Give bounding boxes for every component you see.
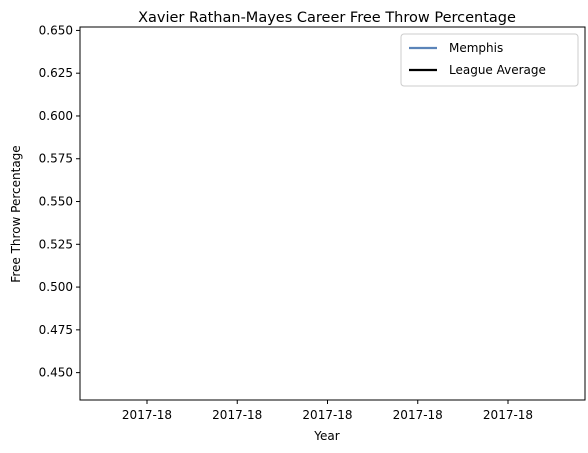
chart-title: Xavier Rathan-Mayes Career Free Throw Pe… (138, 10, 516, 26)
y-axis-ticks: 0.450 0.475 0.500 0.525 0.550 0.575 0.600 0.625… (39, 23, 80, 380)
y-tick-label: 0.575 (39, 152, 73, 166)
x-axis-label: Year (313, 429, 339, 443)
y-tick-label: 0.650 (39, 23, 73, 37)
y-tick-label: 0.475 (39, 323, 73, 337)
y-tick-label: 0.525 (39, 237, 73, 251)
y-tick-label: 0.625 (39, 66, 73, 80)
legend-label-memphis: Memphis (449, 41, 503, 55)
legend: Memphis League Average (400, 33, 579, 87)
plot-frame (79, 26, 586, 401)
y-tick-label: 0.500 (39, 280, 73, 294)
x-tick-label: 2017-18 (483, 408, 533, 422)
plot-area (80, 27, 585, 400)
y-tick-label: 0.450 (39, 366, 73, 380)
x-tick-label: 2017-18 (212, 408, 262, 422)
legend-box (400, 33, 579, 87)
y-axis-label: Free Throw Percentage (9, 145, 23, 282)
x-tick-label: 2017-18 (302, 408, 352, 422)
x-tick-label: 2017-18 (122, 408, 172, 422)
y-tick-label: 0.600 (39, 109, 73, 123)
x-tick-label: 2017-18 (393, 408, 443, 422)
x-axis-ticks: 2017-18 2017-18 2017-18 2017-18 2017-18 (122, 400, 533, 422)
legend-label-league-average: League Average (449, 63, 546, 77)
y-tick-label: 0.550 (39, 195, 73, 209)
